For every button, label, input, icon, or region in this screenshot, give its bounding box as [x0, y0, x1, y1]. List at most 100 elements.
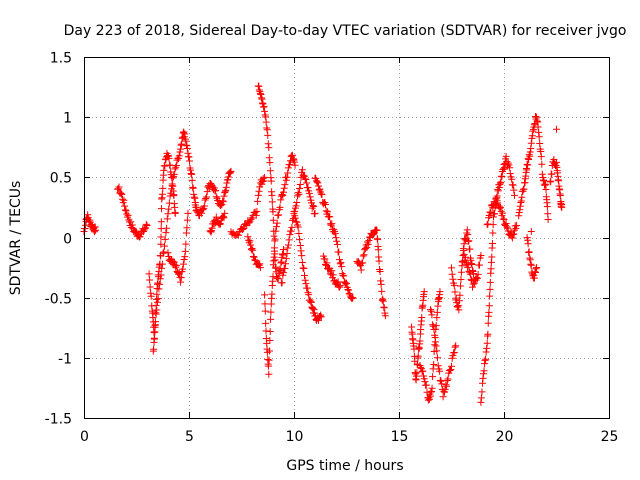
- data-point: [157, 218, 165, 226]
- data-point: [327, 221, 335, 229]
- data-point: [329, 271, 337, 279]
- data-point: [348, 295, 356, 303]
- data-point: [160, 166, 168, 174]
- data-point: [273, 223, 280, 231]
- data-point: [302, 280, 310, 288]
- data-point: [480, 370, 488, 378]
- data-point: [163, 224, 171, 232]
- data-point: [539, 176, 547, 184]
- data-point: [537, 153, 545, 161]
- data-point: [274, 274, 282, 282]
- data-point: [473, 274, 481, 282]
- data-point: [169, 257, 177, 265]
- data-point: [535, 128, 543, 136]
- data-point: [444, 375, 452, 383]
- data-point: [258, 95, 266, 103]
- data-point: [431, 338, 439, 346]
- data-point: [246, 237, 254, 245]
- data-point: [284, 169, 292, 177]
- data-point: [272, 227, 280, 235]
- data-point: [489, 221, 497, 229]
- data-point: [152, 310, 160, 318]
- data-point: [345, 286, 353, 294]
- data-point: [167, 189, 175, 197]
- data-point: [280, 246, 287, 254]
- data-point: [153, 306, 161, 314]
- data-point: [252, 211, 260, 219]
- data-point: [170, 170, 178, 178]
- data-point: [432, 342, 440, 350]
- data-point: [222, 186, 230, 194]
- y-tick-label: 1: [63, 111, 72, 127]
- data-point: [257, 91, 265, 99]
- data-point: [266, 167, 274, 175]
- data-point: [542, 185, 550, 193]
- data-point: [422, 381, 430, 389]
- data-point: [262, 118, 270, 126]
- data-point: [471, 279, 479, 287]
- data-point: [377, 280, 385, 288]
- data-point: [373, 226, 381, 234]
- data-point: [499, 215, 507, 223]
- data-point: [414, 352, 422, 360]
- data-point: [305, 291, 313, 299]
- data-point: [147, 289, 155, 297]
- data-point: [486, 292, 494, 300]
- data-point: [301, 276, 309, 284]
- data-point: [200, 202, 208, 210]
- data-point: [202, 194, 210, 202]
- data-point: [333, 240, 341, 248]
- data-point: [488, 239, 496, 247]
- data-point: [191, 194, 199, 202]
- x-tick-label: 5: [185, 429, 194, 445]
- data-point: [181, 247, 189, 255]
- data-point: [157, 240, 165, 248]
- data-points: [80, 82, 566, 406]
- data-point: [267, 315, 275, 323]
- data-point: [180, 256, 188, 264]
- data-point: [262, 319, 270, 327]
- data-point: [297, 247, 305, 255]
- data-point: [296, 242, 304, 250]
- data-point: [528, 132, 536, 140]
- data-point: [326, 213, 334, 221]
- data-point: [277, 192, 285, 200]
- data-point: [446, 366, 454, 374]
- data-point: [433, 314, 441, 322]
- data-point: [158, 205, 166, 213]
- data-point: [511, 226, 518, 234]
- data-point: [82, 215, 90, 223]
- data-point: [179, 265, 187, 273]
- data-point: [161, 235, 169, 243]
- data-point: [183, 145, 191, 153]
- data-point: [359, 259, 367, 267]
- data-point: [495, 183, 503, 191]
- data-point: [224, 173, 232, 181]
- data-point: [448, 264, 455, 272]
- data-point: [162, 229, 170, 237]
- data-point: [190, 193, 198, 201]
- x-tick-label: 0: [80, 429, 89, 445]
- data-point: [172, 163, 180, 171]
- data-point: [270, 253, 278, 261]
- data-point: [269, 216, 277, 224]
- data-point: [265, 356, 273, 364]
- data-point: [525, 155, 533, 163]
- data-point: [293, 199, 301, 207]
- data-point: [269, 273, 277, 281]
- data-point: [182, 240, 190, 248]
- data-point: [300, 264, 308, 272]
- data-point: [484, 220, 492, 228]
- data-point: [427, 307, 435, 315]
- x-tick-label: 25: [601, 429, 619, 445]
- data-point: [336, 256, 343, 264]
- data-point: [451, 343, 459, 351]
- data-point: [509, 181, 517, 189]
- data-point: [531, 268, 539, 276]
- data-point: [428, 384, 436, 392]
- data-point: [313, 178, 321, 186]
- data-point: [433, 308, 441, 316]
- data-point: [305, 189, 313, 197]
- data-point: [541, 180, 549, 188]
- data-point: [463, 229, 471, 237]
